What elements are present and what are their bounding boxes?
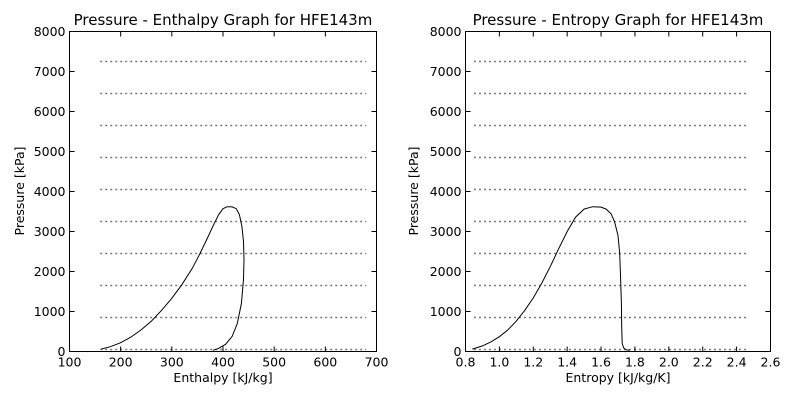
isobar-lines (100, 60, 367, 351)
chart-title: Pressure - Entropy Graph for HFE143m (473, 11, 764, 29)
y-axis-ticks: 0 1000 2000 3000 4000 5000 6000 7000 8000 (34, 24, 377, 359)
x-tick-label: 1.6 (591, 355, 611, 370)
x-tick-label: 2.0 (659, 355, 679, 370)
y-tick-label: 7000 (34, 64, 66, 79)
y-axis-ticks: 0 1000 2000 3000 4000 5000 6000 7000 8000 (430, 24, 771, 359)
y-axis-label: Pressure [kPa] (12, 147, 27, 236)
x-tick-label: 1.2 (523, 355, 543, 370)
x-tick-label: 100 (58, 355, 82, 370)
y-tick-label: 4000 (430, 184, 462, 199)
x-tick-label: 400 (211, 355, 235, 370)
pressure-enthalpy-chart: Pressure - Enthalpy Graph for HFE143m 10… (12, 11, 388, 385)
x-tick-label: 200 (109, 355, 133, 370)
y-tick-label: 6000 (34, 104, 66, 119)
x-tick-label: 0.8 (456, 355, 476, 370)
y-tick-label: 8000 (430, 24, 462, 39)
plot-frame (465, 31, 771, 352)
y-tick-label: 8000 (34, 24, 66, 39)
y-tick-label: 5000 (430, 144, 462, 159)
x-axis-ticks: 100 200 300 400 500 600 700 (58, 31, 389, 370)
plot-frame (69, 31, 377, 352)
saturation-curve (472, 206, 630, 351)
y-tick-label: 7000 (430, 64, 462, 79)
y-tick-label: 3000 (430, 224, 462, 239)
saturation-curve (101, 206, 245, 351)
y-tick-label: 0 (58, 344, 66, 359)
x-axis-ticks: 0.8 1.0 1.2 1.4 1.6 1.8 2.0 2.2 2.4 2.6 (456, 31, 781, 370)
saturation-dome-line (101, 206, 245, 351)
x-tick-label: 2.6 (761, 355, 781, 370)
isobar-lines (473, 60, 747, 351)
x-tick-label: 600 (313, 355, 337, 370)
y-tick-label: 6000 (430, 104, 462, 119)
x-tick-label: 1.4 (557, 355, 577, 370)
y-axis-label: Pressure [kPa] (406, 147, 421, 236)
saturation-dome-line (472, 206, 630, 351)
chart-title: Pressure - Enthalpy Graph for HFE143m (74, 11, 373, 29)
y-tick-label: 2000 (34, 264, 66, 279)
y-tick-label: 1000 (34, 304, 66, 319)
x-tick-label: 2.4 (727, 355, 747, 370)
y-tick-label: 1000 (430, 304, 462, 319)
y-tick-label: 5000 (34, 144, 66, 159)
y-tick-label: 2000 (430, 264, 462, 279)
x-tick-label: 300 (160, 355, 184, 370)
x-axis-label: Enthalpy [kJ/kg] (173, 370, 272, 385)
x-tick-label: 500 (262, 355, 286, 370)
x-axis-label: Entropy [kJ/kg/K] (565, 370, 670, 385)
x-tick-label: 700 (365, 355, 389, 370)
x-tick-label: 2.2 (693, 355, 713, 370)
y-tick-label: 3000 (34, 224, 66, 239)
y-tick-label: 4000 (34, 184, 66, 199)
x-tick-label: 1.8 (625, 355, 645, 370)
pressure-entropy-chart: Pressure - Entropy Graph for HFE143m 0.8… (406, 11, 780, 385)
x-tick-label: 1.0 (489, 355, 509, 370)
y-tick-label: 0 (454, 344, 462, 359)
